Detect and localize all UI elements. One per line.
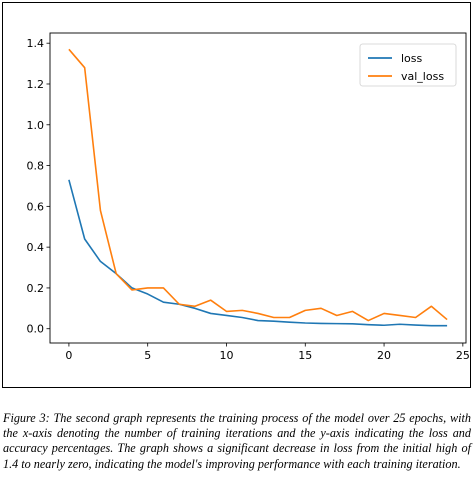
- x-tick-label: 25: [456, 349, 470, 362]
- legend-label-val-loss: val_loss: [401, 70, 444, 83]
- legend-label-loss: loss: [401, 52, 423, 65]
- axes-frame: [49, 32, 467, 344]
- figure-frame: 0 5 10 15 20 25 0.0 0.2 0.4 0.6 0.8 1.0 1.2 1.4 loss va…: [2, 2, 471, 388]
- series-line-loss: [68, 179, 448, 327]
- figure-caption: Figure 3: The second graph represents th…: [3, 411, 471, 471]
- x-tick-label: 5: [144, 349, 151, 362]
- y-tick-label: 0.0: [27, 323, 45, 336]
- line-chart: 0 5 10 15 20 25 0.0 0.2 0.4 0.6 0.8 1.0 1.2 1.4 loss va…: [27, 32, 470, 362]
- y-tick-label: 1.4: [27, 37, 45, 50]
- y-tick-label: 1.0: [27, 119, 45, 132]
- series-line-val-loss: [68, 48, 448, 322]
- y-tick-label: 0.6: [27, 200, 45, 213]
- x-tick-label: 15: [298, 349, 312, 362]
- x-tick-label: 10: [219, 349, 233, 362]
- y-tick-label: 0.8: [27, 160, 45, 173]
- x-tick-label: 0: [65, 349, 72, 362]
- x-tick-label: 20: [377, 349, 391, 362]
- y-tick-label: 0.2: [27, 282, 45, 295]
- y-tick-label: 1.2: [27, 78, 45, 91]
- plot-area: 0 5 10 15 20 25 0.0 0.2 0.4 0.6 0.8 1.0 1.2 1.4 loss va…: [27, 32, 470, 362]
- y-tick-label: 0.4: [27, 241, 45, 254]
